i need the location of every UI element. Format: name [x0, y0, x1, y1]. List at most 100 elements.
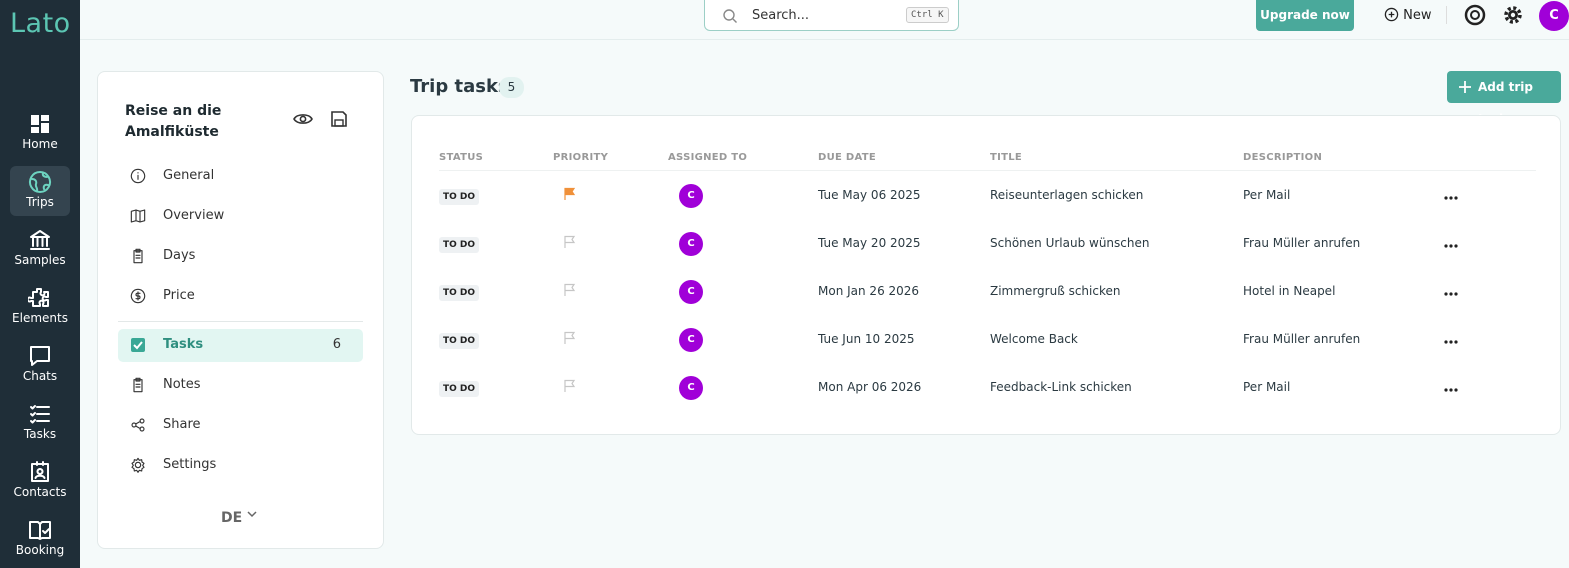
status-badge: TO DO — [439, 237, 480, 253]
task-title: Schönen Urlaub wünschen — [990, 236, 1150, 250]
priority-flag[interactable] — [563, 330, 577, 349]
tasks-table: STATUS PRIORITY ASSIGNED TO DUE DATE TITLE DE… — [411, 115, 1561, 435]
icon — [131, 418, 145, 432]
user-avatar[interactable]: C — [1539, 1, 1569, 31]
status-badge: TO DO — [439, 189, 480, 205]
priority-flag[interactable] — [563, 378, 577, 397]
header-divider — [439, 170, 1536, 171]
table-row[interactable]: TO DO C Mon Apr 06 2026 Feedback-Link schic… — [412, 368, 1560, 408]
upgrade-button[interactable]: Upgrade now — [1256, 0, 1354, 31]
nav-label: Home — [22, 137, 58, 151]
menu-count: 6 — [332, 337, 341, 352]
icon — [30, 405, 50, 424]
new-button[interactable]: New — [1384, 7, 1432, 23]
assignee-avatar: C — [679, 376, 703, 400]
save-icon[interactable] — [330, 110, 348, 128]
column-header[interactable]: DUE DATE — [818, 152, 877, 163]
row-actions[interactable] — [1443, 381, 1459, 400]
priority-flag[interactable] — [563, 186, 577, 205]
nav-label: Samples — [14, 253, 66, 267]
table-row[interactable]: TO DO C Mon Jan 26 2026 Zimmergruß schicken… — [412, 272, 1560, 312]
language-switch[interactable]: DE — [221, 510, 257, 526]
nav-item[interactable]: Tasks — [10, 398, 70, 448]
icon — [28, 288, 49, 307]
menu-item[interactable]: Days — [118, 240, 363, 273]
due-date: Mon Apr 06 2026 — [818, 380, 922, 394]
column-header[interactable]: TITLE — [990, 152, 1023, 163]
assignee-avatar: C — [679, 184, 703, 208]
table-row[interactable]: TO DO C Tue May 06 2025 Reiseunterlagen sch… — [412, 176, 1560, 216]
priority-flag[interactable] — [563, 234, 577, 253]
help-icon[interactable] — [1464, 4, 1486, 26]
due-date: Tue Jun 10 2025 — [818, 332, 915, 346]
logo[interactable]: Lato — [10, 8, 71, 39]
task-description: Per Mail — [1243, 188, 1291, 202]
flag-icon — [564, 283, 576, 296]
task-description: Frau Müller anrufen — [1243, 236, 1361, 250]
task-count: 5 — [499, 77, 524, 98]
settings-icon[interactable] — [1502, 4, 1524, 26]
menu-item[interactable]: Price — [118, 280, 363, 313]
table-row[interactable]: TO DO C Tue May 20 2025 Schönen Urlaub wüns… — [412, 224, 1560, 264]
status-badge: TO DO — [439, 381, 480, 397]
trip-title: Reise an die Amalfiküste — [125, 103, 222, 140]
search-placeholder: Search... — [752, 8, 810, 23]
menu-label: Price — [163, 288, 195, 303]
chevron — [247, 511, 257, 518]
nav-label: Booking — [15, 543, 65, 557]
task-title: Reiseunterlagen schicken — [990, 188, 1144, 202]
due-date: Tue May 06 2025 — [818, 188, 921, 202]
nav-label: Elements — [12, 311, 68, 325]
add-task-button[interactable]: Add trip task — [1447, 71, 1561, 126]
column-header[interactable]: PRIORITY — [553, 152, 609, 163]
icon — [31, 115, 49, 133]
flag-icon — [564, 331, 576, 344]
row-actions[interactable] — [1443, 237, 1459, 256]
menu-item[interactable]: Settings — [118, 449, 363, 482]
nav-item[interactable]: Samples — [10, 224, 70, 274]
menu-item[interactable]: General — [118, 160, 363, 193]
more-icon — [1444, 388, 1458, 392]
column-header[interactable]: DESCRIPTION — [1243, 152, 1323, 163]
task-description: Per Mail — [1243, 380, 1291, 394]
icon — [29, 171, 51, 193]
column-header[interactable]: ASSIGNED TO — [668, 152, 748, 163]
nav-label: Chats — [22, 369, 58, 383]
menu-label: Tasks — [163, 337, 204, 352]
table-row[interactable]: TO DO C Tue Jun 10 2025 Welcome Back Frau Mü… — [412, 320, 1560, 360]
nav-item[interactable]: Booking — [10, 514, 70, 564]
assignee-avatar: C — [679, 232, 703, 256]
nav-item[interactable]: Contacts — [10, 456, 70, 506]
row-actions[interactable] — [1443, 285, 1459, 304]
menu-label: Overview — [163, 208, 225, 223]
nav-item[interactable]: Trips — [10, 166, 70, 216]
search-box[interactable]: Search... Ctrl K — [704, 0, 959, 31]
menu-label: General — [163, 168, 215, 183]
row-actions[interactable] — [1443, 333, 1459, 352]
preview-icon[interactable] — [292, 110, 314, 128]
menu-label: Share — [163, 417, 201, 432]
status-badge: TO DO — [439, 333, 480, 349]
menu-item[interactable]: Notes — [118, 369, 363, 402]
section-title: Trip tasks — [410, 76, 509, 97]
nav-item[interactable]: Elements — [10, 282, 70, 332]
separator — [1446, 6, 1447, 24]
row-actions[interactable] — [1443, 189, 1459, 208]
nav-item[interactable]: Home — [10, 108, 70, 158]
menu-label: Notes — [163, 377, 201, 392]
task-description: Hotel in Neapel — [1243, 284, 1336, 298]
nav-item[interactable]: Chats — [10, 340, 70, 390]
more-icon — [1444, 340, 1458, 344]
menu-item[interactable]: Share — [118, 409, 363, 442]
plus-icon — [1384, 7, 1399, 22]
flag-icon — [564, 235, 576, 248]
nav-label: Trips — [26, 195, 54, 209]
menu-item[interactable]: Overview — [118, 200, 363, 233]
menu-item[interactable]: Tasks 6 — [118, 329, 363, 362]
sidebar: Lato Home Trips Samples Elements Chats Tasks C… — [0, 0, 80, 568]
flag-icon — [564, 187, 576, 200]
icon — [130, 288, 146, 304]
icon — [133, 377, 143, 393]
priority-flag[interactable] — [563, 282, 577, 301]
icon — [29, 521, 51, 540]
